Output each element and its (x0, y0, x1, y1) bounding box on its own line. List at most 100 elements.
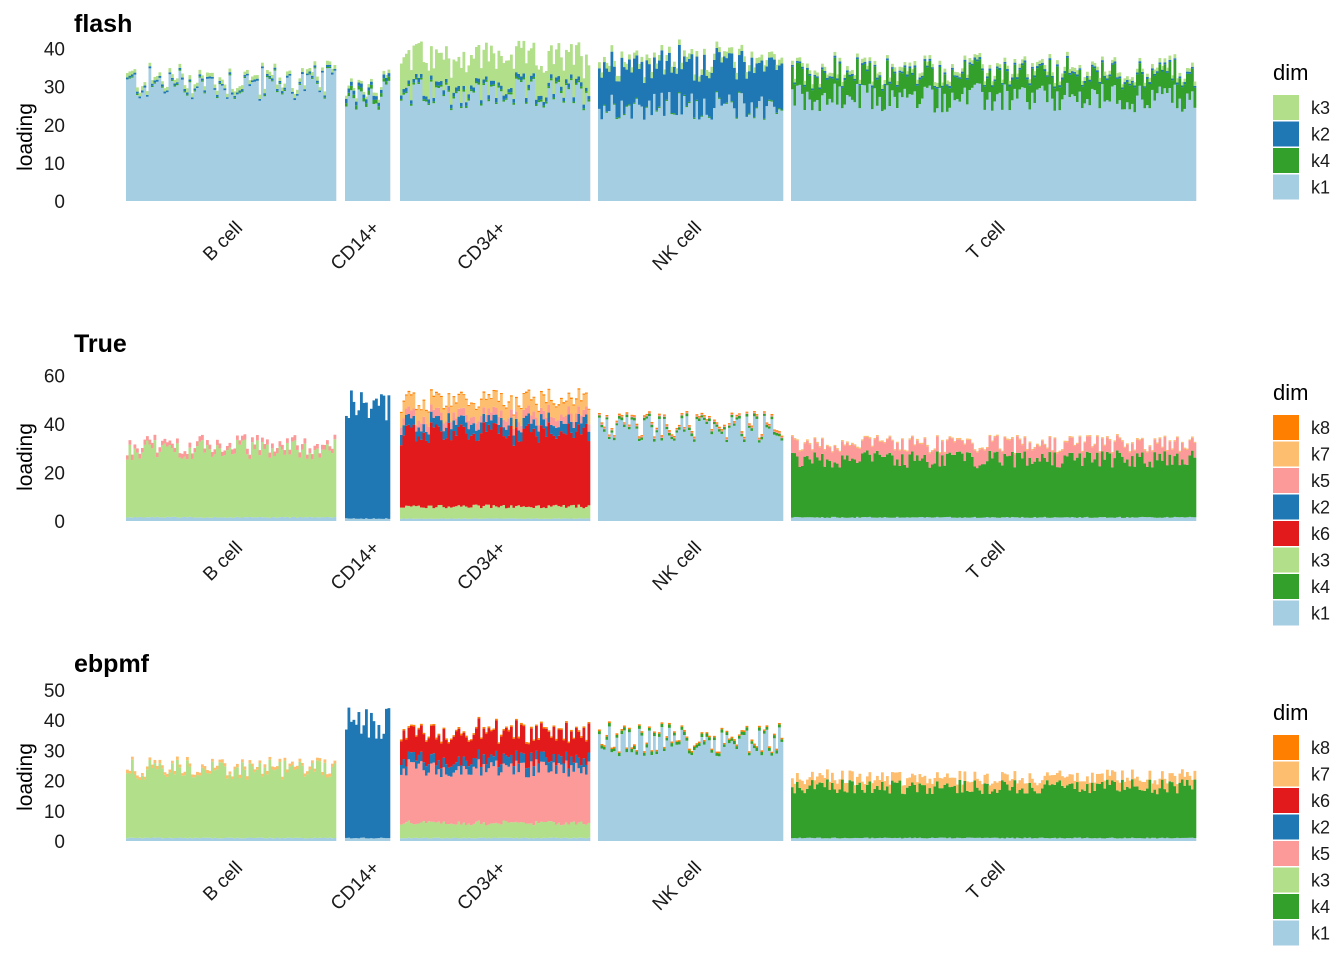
bar-segment-k3 (1093, 62, 1097, 67)
bar-segment-k5 (713, 420, 716, 422)
bar-segment-k1 (978, 83, 982, 201)
bar-segment-k1 (1063, 517, 1067, 521)
bar-segment-k3 (306, 774, 309, 839)
bar-segment-k2 (668, 52, 671, 93)
bar-segment-k3 (507, 60, 511, 90)
bar-segment-k4 (1018, 69, 1022, 90)
bar-segment-k4 (876, 79, 879, 106)
bar-segment-k7 (228, 771, 232, 775)
bar-segment-k1 (211, 838, 214, 841)
bar-segment-k1 (708, 421, 711, 521)
bar-segment-k3 (525, 823, 528, 838)
bar-segment-k1 (668, 435, 671, 521)
bar-segment-k4 (1046, 461, 1049, 518)
bar-segment-k4 (871, 461, 874, 518)
bar-segment-k4 (833, 57, 837, 84)
bar-segment-k5 (166, 442, 169, 447)
bar-segment-k2 (813, 74, 817, 77)
bar-segment-k8 (603, 745, 606, 747)
bar-segment-k2 (562, 423, 566, 434)
bar-segment-k1 (216, 98, 219, 201)
bar-segment-k1 (635, 754, 639, 841)
bar-segment-k1 (542, 107, 546, 201)
bar-segment-k4 (400, 99, 403, 101)
bar-segment-k5 (191, 453, 194, 459)
bar-segment-k1 (793, 838, 797, 841)
bar-segment-k5 (462, 766, 466, 823)
bar-segment-k7 (191, 774, 194, 778)
bar-segment-k6 (482, 422, 486, 506)
bar-segment-k3 (803, 80, 807, 85)
bar-segment-k1 (203, 837, 207, 841)
bar-segment-k8 (700, 732, 704, 734)
bar-segment-k2 (1078, 68, 1082, 70)
bar-segment-k8 (445, 405, 448, 407)
bar-segment-k1 (1008, 110, 1012, 201)
bar-segment-k3 (495, 68, 498, 98)
bar-segment-k6 (432, 725, 436, 754)
bar-segment-k8 (605, 414, 609, 417)
bar-segment-k1 (678, 744, 681, 841)
bar-segment-k3 (430, 821, 433, 839)
bar-segment-k6 (497, 433, 501, 508)
bar-segment-k1 (1178, 838, 1182, 841)
bar-segment-k7 (1153, 780, 1157, 790)
bar-segment-k8 (555, 738, 558, 741)
bar-segment-k3 (261, 62, 264, 67)
bar-segment-k1 (1106, 100, 1109, 201)
bar-segment-k4 (821, 69, 824, 96)
bar-segment-k5 (856, 448, 859, 463)
bar-segment-k7 (323, 759, 327, 763)
bar-segment-k5 (811, 450, 814, 464)
bar-segment-k5 (465, 414, 468, 423)
bar-segment-k4 (868, 781, 872, 839)
bar-segment-k5 (213, 449, 217, 455)
bar-segment-k2 (430, 75, 433, 80)
bar-segment-k1 (858, 108, 862, 201)
bar-segment-k5 (196, 441, 199, 447)
bar-segment-k8 (658, 413, 661, 415)
bar-segment-k3 (530, 823, 533, 839)
bar-segment-k1 (738, 418, 741, 521)
bar-segment-k4 (562, 101, 566, 103)
bar-segment-k7 (547, 389, 551, 405)
bar-segment-k4 (826, 779, 829, 839)
bar-segment-k2 (462, 85, 466, 90)
bar-segment-k1 (562, 102, 566, 201)
bar-segment-k5 (572, 771, 576, 822)
bar-segment-k3 (206, 773, 209, 838)
bar-segment-k4 (1168, 454, 1172, 518)
bar-segment-k2 (1183, 82, 1187, 85)
bar-segment-k1 (863, 837, 867, 841)
bar-segment-k7 (946, 773, 949, 784)
bar-segment-k8 (778, 431, 781, 433)
bar-segment-k7 (1098, 451, 1102, 453)
bar-segment-k1 (495, 518, 498, 521)
bar-segment-k1 (520, 838, 523, 841)
bar-segment-k2 (440, 768, 443, 778)
bar-segment-k3 (138, 458, 142, 517)
bar-segment-k1 (512, 838, 516, 841)
bar-segment-k3 (796, 57, 799, 62)
bar-segment-k8 (565, 400, 568, 402)
bar-segment-k1 (770, 755, 774, 841)
bar-segment-k8 (668, 722, 671, 725)
bar-segment-k1 (507, 518, 511, 521)
bar-segment-k4 (816, 457, 819, 518)
bar-segment-k8 (502, 405, 506, 407)
bar-segment-k7 (283, 757, 287, 761)
bar-segment-k3 (241, 762, 244, 839)
bar-segment-k4 (808, 785, 812, 838)
bar-segment-k1 (723, 103, 726, 201)
bar-segment-k4 (1011, 79, 1014, 101)
bar-segment-k2 (863, 61, 867, 64)
bar-segment-k1 (730, 417, 734, 521)
bar-segment-k3 (683, 50, 686, 57)
bar-segment-k8 (728, 423, 731, 425)
bar-segment-k8 (623, 422, 626, 424)
bar-segment-k8 (450, 405, 453, 407)
bar-segment-k4 (683, 731, 686, 735)
bar-segment-k3 (173, 452, 177, 517)
bar-segment-k1 (487, 837, 491, 841)
bar-segment-k7 (316, 757, 319, 761)
